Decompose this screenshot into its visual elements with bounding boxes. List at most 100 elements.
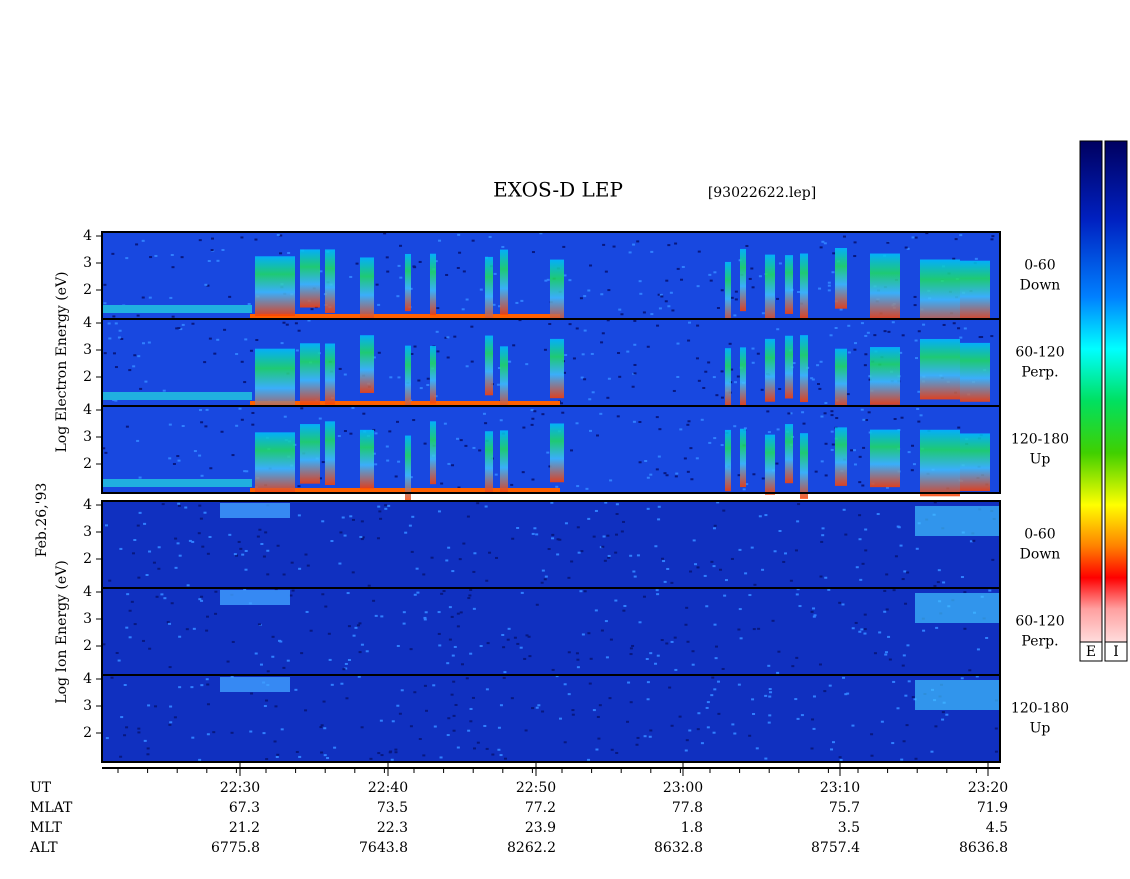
noise	[633, 372, 637, 375]
noise	[177, 502, 181, 505]
noise	[676, 342, 680, 345]
noise	[436, 307, 440, 310]
noise	[737, 474, 741, 477]
noise	[607, 554, 611, 557]
noise	[137, 355, 141, 358]
noise	[614, 599, 618, 602]
noise	[778, 529, 782, 532]
noise	[304, 709, 308, 712]
noise	[816, 364, 820, 367]
noise	[378, 510, 382, 513]
noise	[587, 632, 591, 635]
noise	[462, 270, 466, 273]
noise	[598, 704, 602, 707]
noise	[240, 236, 244, 239]
noise	[751, 347, 755, 350]
noise	[604, 501, 608, 504]
noise	[838, 756, 842, 759]
noise	[254, 652, 258, 655]
burst	[550, 338, 564, 399]
noise	[354, 626, 358, 629]
noise	[432, 684, 436, 687]
noise	[114, 399, 118, 402]
noise	[589, 657, 593, 660]
noise	[494, 473, 498, 476]
noise	[411, 515, 415, 518]
noise	[649, 652, 653, 655]
y-tick-label: 3	[83, 698, 92, 714]
noise	[458, 251, 462, 254]
noise	[216, 338, 220, 341]
noise	[730, 296, 734, 299]
noise	[900, 758, 904, 761]
noise	[691, 663, 695, 666]
noise	[422, 754, 426, 757]
angle-label: 60-120	[1015, 345, 1064, 361]
direction-label: Up	[1030, 721, 1051, 737]
noise	[436, 350, 440, 353]
noise	[147, 704, 151, 707]
noise	[604, 620, 608, 623]
noise	[125, 425, 129, 428]
colorbar-label-box	[1079, 641, 1103, 662]
noise	[710, 560, 714, 563]
burst	[765, 338, 775, 402]
noise	[816, 382, 820, 385]
noise	[391, 720, 395, 723]
noise	[888, 658, 892, 661]
noise	[438, 644, 442, 647]
noise	[810, 377, 814, 380]
noise	[771, 619, 775, 622]
noise	[349, 275, 353, 278]
burst	[430, 421, 436, 485]
noise	[174, 537, 178, 540]
noise	[445, 273, 449, 276]
noise	[170, 254, 174, 257]
noise	[257, 623, 261, 626]
row-name: UT	[30, 780, 52, 796]
noise	[861, 562, 865, 565]
noise	[558, 538, 562, 541]
noise	[933, 584, 937, 587]
noise	[409, 725, 413, 728]
burst	[835, 427, 847, 486]
noise	[386, 459, 390, 462]
noise	[206, 703, 210, 706]
noise	[531, 417, 535, 420]
noise	[713, 271, 717, 274]
noise	[733, 425, 737, 428]
noise	[705, 605, 709, 608]
row-value: 67.3	[229, 800, 260, 816]
noise	[503, 671, 507, 674]
noise	[424, 611, 428, 614]
noise	[276, 544, 280, 547]
noise	[521, 471, 525, 474]
noise	[220, 430, 224, 433]
noise	[511, 537, 515, 540]
noise	[515, 301, 519, 304]
row-value: 7643.8	[359, 840, 408, 856]
noise	[657, 505, 661, 508]
noise	[670, 640, 674, 643]
noise	[168, 423, 172, 426]
noise	[658, 307, 662, 310]
noise	[902, 740, 906, 743]
noise	[204, 425, 208, 428]
direction-label: Perp.	[1021, 365, 1058, 381]
noise	[713, 688, 717, 691]
row-name: MLT	[30, 820, 62, 836]
noise	[844, 693, 848, 696]
noise	[632, 570, 636, 573]
noise	[384, 504, 388, 507]
noise	[323, 727, 327, 730]
noise	[198, 504, 202, 507]
noise	[460, 663, 464, 666]
noise	[703, 574, 707, 577]
noise	[198, 454, 202, 457]
noise	[265, 758, 269, 761]
noise	[571, 709, 575, 712]
noise	[416, 591, 420, 594]
noise	[792, 362, 796, 365]
noise	[853, 255, 857, 258]
noise	[496, 383, 500, 386]
